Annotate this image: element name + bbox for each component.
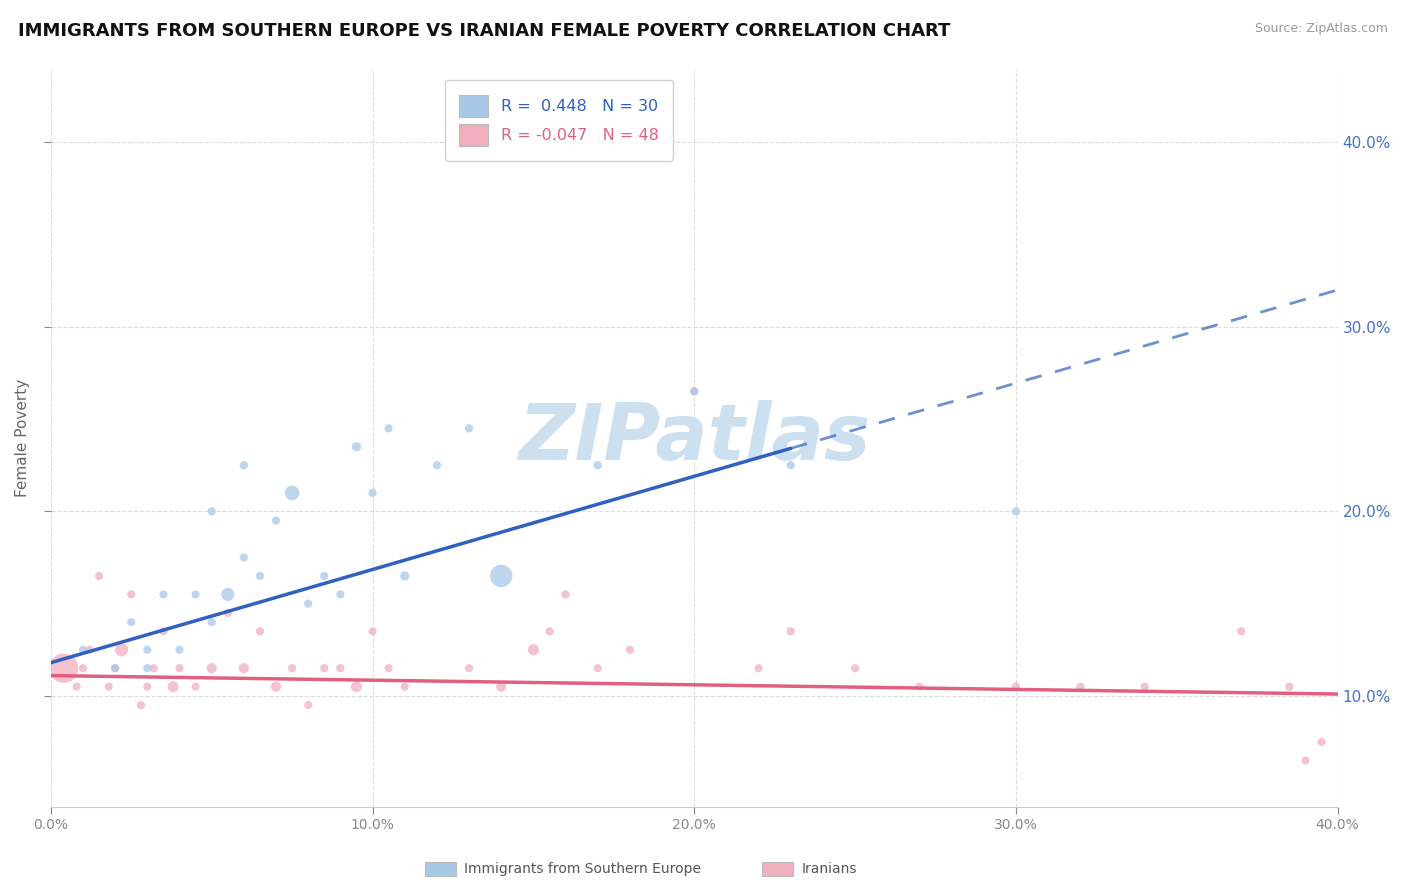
Point (683, 384, 706, 399)
Point (72, 642, 94, 657)
Point (361, 486, 384, 500)
Point (120, 615, 142, 629)
Point (217, 606, 239, 620)
Y-axis label: Female Poverty: Female Poverty (15, 378, 30, 497)
Point (1230, 624, 1253, 639)
Point (377, 421, 399, 435)
Point (329, 661, 352, 675)
Point (619, 642, 641, 657)
Point (329, 587, 352, 601)
Point (232, 550, 254, 565)
Point (79, 642, 101, 657)
Point (184, 587, 207, 601)
Point (489, 680, 512, 694)
Point (104, 661, 127, 675)
Point (72, 661, 94, 675)
Text: ZIPatlas: ZIPatlas (519, 400, 870, 475)
Point (152, 587, 174, 601)
Point (232, 458, 254, 473)
Point (120, 587, 142, 601)
Point (142, 661, 165, 675)
Point (136, 680, 159, 694)
Point (394, 680, 416, 694)
Point (169, 642, 191, 657)
Point (97, 680, 120, 694)
Point (377, 661, 399, 675)
Point (297, 597, 319, 611)
Point (1069, 680, 1091, 694)
Point (586, 661, 609, 675)
Point (249, 569, 271, 583)
Text: Source: ZipAtlas.com: Source: ZipAtlas.com (1254, 22, 1388, 36)
Point (314, 661, 336, 675)
Point (522, 642, 544, 657)
Point (779, 624, 801, 639)
Point (152, 624, 174, 639)
Point (1133, 680, 1156, 694)
Point (184, 680, 207, 694)
Point (748, 661, 770, 675)
Point (314, 569, 336, 583)
Point (489, 569, 512, 583)
Point (129, 698, 152, 712)
Point (136, 661, 159, 675)
Point (844, 661, 866, 675)
Point (554, 587, 576, 601)
Point (110, 642, 132, 657)
Text: IMMIGRANTS FROM SOUTHERN EUROPE VS IRANIAN FEMALE POVERTY CORRELATION CHART: IMMIGRANTS FROM SOUTHERN EUROPE VS IRANI… (18, 22, 950, 40)
Point (908, 680, 931, 694)
Point (104, 661, 127, 675)
Point (264, 514, 287, 528)
Point (458, 661, 481, 675)
Point (1278, 680, 1301, 694)
Point (297, 698, 319, 712)
Point (1294, 754, 1316, 768)
Point (162, 680, 184, 694)
Legend: R =  0.448   N = 30, R = -0.047   N = 48: R = 0.448 N = 30, R = -0.047 N = 48 (446, 80, 673, 161)
Point (201, 615, 224, 629)
Point (1310, 735, 1333, 749)
Point (217, 587, 239, 601)
Point (52, 661, 75, 675)
Point (1005, 680, 1028, 694)
Point (281, 661, 304, 675)
Point (87, 569, 110, 583)
Point (779, 458, 801, 473)
Text: Iranians: Iranians (801, 862, 856, 876)
Text: Immigrants from Southern Europe: Immigrants from Southern Europe (464, 862, 702, 876)
Point (136, 642, 159, 657)
Point (232, 661, 254, 675)
Point (281, 486, 304, 500)
Point (249, 624, 271, 639)
Point (65, 680, 87, 694)
Point (361, 624, 384, 639)
Point (169, 661, 191, 675)
Point (201, 661, 224, 675)
Point (346, 440, 368, 454)
Point (1005, 504, 1028, 518)
Point (538, 624, 561, 639)
Point (201, 504, 224, 518)
Point (458, 421, 481, 435)
Point (586, 458, 609, 473)
Point (683, 384, 706, 399)
Point (264, 680, 287, 694)
Point (394, 569, 416, 583)
Point (426, 458, 449, 473)
Point (346, 680, 368, 694)
